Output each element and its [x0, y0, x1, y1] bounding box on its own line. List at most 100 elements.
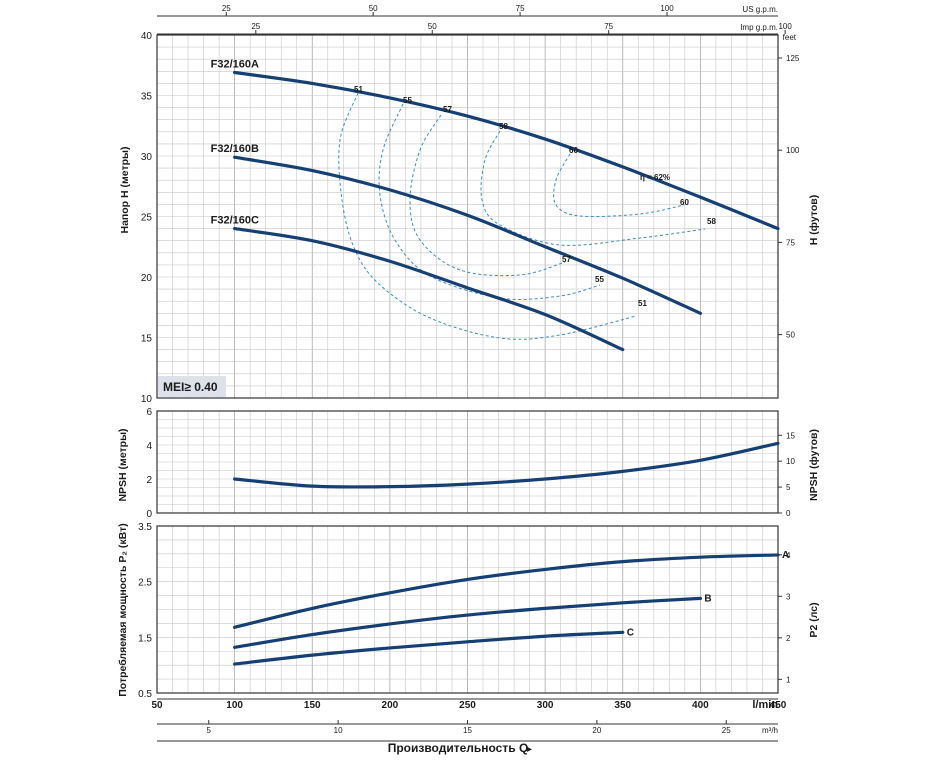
y-right-tick-label: 100: [786, 146, 800, 155]
efficiency-isoline: [338, 92, 637, 340]
efficiency-isoline: [480, 130, 706, 246]
y-right-tick-label: 5: [786, 483, 791, 492]
curve-c: [233, 630, 625, 666]
series-label: F32/160B: [211, 143, 259, 155]
series-label: A: [782, 550, 789, 561]
efficiency-label: 55: [595, 275, 604, 284]
m3h-tick-label: 20: [592, 726, 601, 735]
labels-layer: 1015202530354002460.51.52.53.55075100125…: [138, 4, 800, 735]
feet-unit: feet: [783, 33, 797, 42]
curves-layer: [233, 70, 780, 666]
series-label: F32/160A: [211, 59, 259, 71]
y-right-tick-label: 15: [786, 431, 795, 440]
m3h-tick-label: 15: [463, 726, 472, 735]
y-right-tick-label: 75: [786, 238, 795, 247]
m3h-unit: m³/h: [762, 726, 778, 735]
top-us-tick-label: 100: [660, 4, 674, 13]
x-tick-label: 250: [459, 700, 476, 711]
y-tick-label: 6: [146, 407, 152, 418]
top-imp-tick-label: 75: [604, 22, 613, 31]
npsh-y-title: NPSH (метры): [117, 428, 129, 501]
series-label: B: [704, 593, 711, 604]
x-tick-label: 350: [614, 700, 631, 711]
series-label: C: [627, 627, 634, 638]
y-tick-label: 1.5: [138, 633, 152, 644]
y-tick-label: 25: [141, 213, 153, 224]
top-imp-tick-label: 100: [778, 22, 792, 31]
y-tick-label: 10: [141, 394, 153, 405]
mei-badge: MEI≥ 0.40: [163, 380, 218, 394]
y-right-tick-label: 3: [786, 592, 791, 601]
efficiency-label: 57: [443, 105, 452, 114]
x-tick-label: 200: [382, 700, 399, 711]
y-right-tick-label: 50: [786, 331, 795, 340]
y-right-tick-label: 125: [786, 54, 800, 63]
m3h-tick-label: 10: [334, 726, 343, 735]
efficiency-label: 57: [562, 255, 571, 264]
x-axis-arrow: ▸: [527, 744, 532, 755]
top-us-tick-label: 25: [222, 4, 231, 13]
x-tick-label: 450: [770, 700, 787, 711]
head-y-right-title: H (футов): [808, 195, 820, 245]
y-tick-label: 4: [146, 441, 152, 452]
y-tick-label: 0: [146, 509, 152, 520]
m3h-tick-label: 5: [207, 726, 212, 735]
x-axis-title: Производительность Q: [388, 741, 529, 755]
curve-f32-160a: [233, 70, 780, 231]
y-tick-label: 0.5: [138, 689, 152, 700]
y-tick-label: 2.5: [138, 578, 152, 589]
curve-f32-160c: [233, 227, 625, 352]
y-right-tick-label: 1: [786, 675, 791, 684]
efficiency-label: 55: [403, 96, 412, 105]
efficiency-label: 58: [499, 122, 508, 131]
curve-b: [233, 596, 702, 649]
x-tick-label: 100: [226, 700, 243, 711]
curve-npsh: [233, 441, 780, 489]
y-tick-label: 20: [141, 273, 153, 284]
efficiency-isoline: [378, 103, 601, 300]
x-tick-label: 150: [304, 700, 321, 711]
curve-f32-160b: [233, 155, 702, 315]
top-imp-tick-label: 25: [251, 22, 260, 31]
top-us-tick-label: 50: [369, 4, 378, 13]
power-y-right-title: P2 (лс): [808, 602, 820, 637]
x-tick-label: 400: [692, 700, 709, 711]
panel-frame: [156, 410, 779, 514]
y-right-tick-label: 0: [786, 509, 791, 518]
x-tick-label: 300: [537, 700, 554, 711]
curve-a: [233, 553, 780, 629]
y-right-tick-label: 4: [786, 551, 791, 560]
us-gpm-unit: US g.p.m.: [742, 5, 778, 14]
y-tick-label: 2: [146, 475, 152, 486]
mei-badge-bg: [158, 376, 226, 397]
lmin-unit: l/min: [752, 699, 778, 711]
x-tick-label: 50: [151, 700, 163, 711]
panel-frame: [156, 34, 779, 399]
efficiency-label: 51: [354, 85, 363, 94]
y-right-tick-label: 2: [786, 634, 791, 643]
y-tick-label: 3.5: [138, 522, 152, 533]
head-y-title: Напор H (метры): [119, 147, 131, 234]
efficiency-isoline: [553, 153, 685, 218]
y-right-tick-label: 10: [786, 457, 795, 466]
efficiency-isoline: [409, 114, 566, 277]
efficiency-label: η = 62%: [640, 173, 670, 182]
efficiency-label: 58: [707, 217, 716, 226]
top-us-tick-label: 75: [516, 4, 525, 13]
y-tick-label: 35: [141, 92, 153, 103]
y-tick-label: 40: [141, 31, 153, 42]
m3h-tick-label: 25: [722, 726, 731, 735]
power-y-title: Потребляемая мощность P₂ (кВт): [117, 523, 129, 697]
imp-gpm-unit: Imp g.p.m.: [740, 23, 778, 32]
efficiency-label: 51: [638, 299, 647, 308]
y-tick-label: 30: [141, 152, 153, 163]
efficiency-label: 60: [680, 198, 689, 207]
grid-layer: [156, 12, 786, 742]
y-tick-label: 15: [141, 334, 153, 345]
npsh-y-right-title: NPSH (футов): [808, 429, 820, 501]
efficiency-isolines: [338, 92, 706, 340]
efficiency-label: 60: [569, 146, 578, 155]
panel-frame: [156, 525, 779, 694]
